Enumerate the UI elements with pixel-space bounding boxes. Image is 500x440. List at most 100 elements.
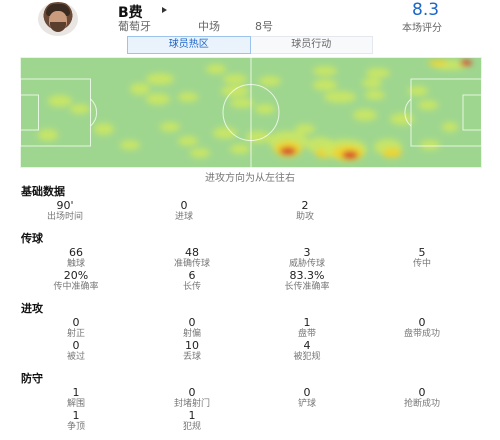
stat-shots-on-target: 0 射正	[21, 317, 131, 340]
stat-dribbles: 1 盘带	[252, 317, 362, 340]
heat-blob	[280, 147, 296, 155]
heat-blob	[130, 83, 150, 95]
heat-blob	[223, 74, 247, 84]
stat-blocked-shots: 0 封堵射门	[137, 387, 247, 410]
stat-label: 被过	[66, 352, 85, 362]
stat-accurate-passes: 48 准确传球	[137, 247, 247, 270]
stat-dribbled-past: 0 被过	[21, 340, 131, 363]
heat-blob	[206, 64, 226, 74]
stat-value: 0	[72, 316, 80, 329]
stat-value: 1	[188, 409, 196, 422]
stat-label: 威胁传球	[288, 259, 325, 269]
player-avatar	[38, 2, 78, 36]
tab-actions[interactable]: 球员行动	[291, 39, 332, 50]
section-title-attack: 进攻	[21, 302, 43, 315]
stat-goals: 0 进球	[129, 200, 239, 223]
heat-blob	[460, 60, 472, 66]
stat-tackles: 0 铲球	[252, 387, 362, 410]
stat-value: 2	[301, 199, 309, 212]
heatmap-svg	[20, 57, 482, 168]
heat-blob	[313, 66, 337, 76]
stat-value: 20%	[63, 269, 89, 282]
stat-label: 传中准确率	[53, 282, 99, 292]
stat-clearances: 1 解围	[21, 387, 131, 410]
match-rating-label: 本场评分	[402, 23, 442, 34]
stat-value: 1	[303, 316, 311, 329]
stat-value: 1	[72, 409, 80, 422]
stat-minutes: 90' 出场时间	[10, 200, 120, 223]
stat-value: 0	[180, 199, 188, 212]
heat-blob	[366, 68, 390, 78]
stat-label: 犯规	[182, 422, 201, 432]
stat-label: 争顶	[66, 422, 85, 432]
stat-label: 解围	[66, 399, 85, 409]
heat-blob	[146, 93, 170, 105]
heat-blob	[353, 109, 377, 121]
player-name[interactable]: B费	[118, 5, 143, 21]
heat-blob	[48, 95, 72, 107]
stat-value: 0	[188, 386, 196, 399]
stat-value: 3	[303, 246, 311, 259]
heat-blob	[362, 78, 382, 88]
stat-label: 被犯规	[293, 352, 321, 362]
section-title-defense: 防守	[21, 372, 43, 385]
heat-blob	[213, 127, 237, 139]
attack-direction-caption: 进攻方向为从左往右	[205, 173, 295, 184]
heat-blob	[178, 136, 198, 146]
stat-value: 5	[418, 246, 426, 259]
stat-assists: 2 助攻	[250, 200, 360, 223]
stat-shots-off-target: 0 射偏	[137, 317, 247, 340]
stat-label: 准确传球	[173, 259, 210, 269]
stat-value: 6	[188, 269, 196, 282]
player-country: 葡萄牙	[118, 20, 151, 33]
player-number: 8号	[255, 20, 273, 33]
stat-value: 10	[185, 339, 199, 352]
heat-blob	[324, 91, 356, 103]
stat-crosses: 5 传中	[367, 247, 477, 270]
stat-label: 盘带	[297, 329, 316, 339]
heat-blob	[390, 113, 414, 125]
pitch-lines	[20, 57, 482, 168]
heat-blob	[365, 90, 385, 100]
heat-blob	[230, 144, 250, 154]
stat-value: 0	[303, 386, 311, 399]
section-title-basic: 基础数据	[21, 185, 65, 198]
stat-long-ball-accuracy: 83.3% 长传准确率	[252, 270, 362, 293]
heatmap-pitch	[20, 57, 482, 168]
stat-label: 出场时间	[46, 212, 83, 222]
heat-blob	[230, 98, 254, 108]
heat-blob	[382, 148, 402, 158]
stat-successful-dribbles: 0 盘带成功	[367, 317, 477, 340]
caret-right-icon[interactable]	[162, 7, 167, 13]
tab-heatmap[interactable]: 球员热区	[127, 36, 251, 54]
heat-blob	[259, 76, 281, 86]
heat-blob	[94, 123, 114, 135]
stat-label: 抢断成功	[403, 399, 440, 409]
heat-blob	[70, 104, 90, 114]
stat-label: 长传	[182, 282, 201, 292]
stat-possession-lost: 10 丢球	[137, 340, 247, 363]
heat-blob	[255, 104, 275, 114]
match-rating: 8.3	[412, 0, 440, 20]
heat-blob	[160, 122, 180, 132]
heat-blob	[418, 100, 438, 110]
stat-cross-accuracy: 20% 传中准确率	[21, 270, 131, 293]
stat-label: 长传准确率	[284, 282, 330, 292]
stat-value: 90'	[56, 199, 74, 212]
heat-blob	[420, 140, 440, 150]
stat-value: 0	[188, 316, 196, 329]
heat-blob	[408, 86, 428, 96]
heat-blob	[295, 124, 315, 134]
heat-blob	[221, 85, 249, 97]
stat-value: 48	[185, 246, 199, 259]
stat-label: 丢球	[182, 352, 201, 362]
heat-blob	[342, 151, 358, 159]
stat-label: 铲球	[297, 399, 316, 409]
heat-blob	[146, 73, 174, 85]
section-title-passing: 传球	[21, 232, 43, 245]
stat-value: 0	[418, 386, 426, 399]
stat-value: 0	[418, 316, 426, 329]
stat-value: 4	[303, 339, 311, 352]
heat-blobs	[38, 60, 472, 161]
stat-successful-interceptions: 0 抢断成功	[367, 387, 477, 410]
